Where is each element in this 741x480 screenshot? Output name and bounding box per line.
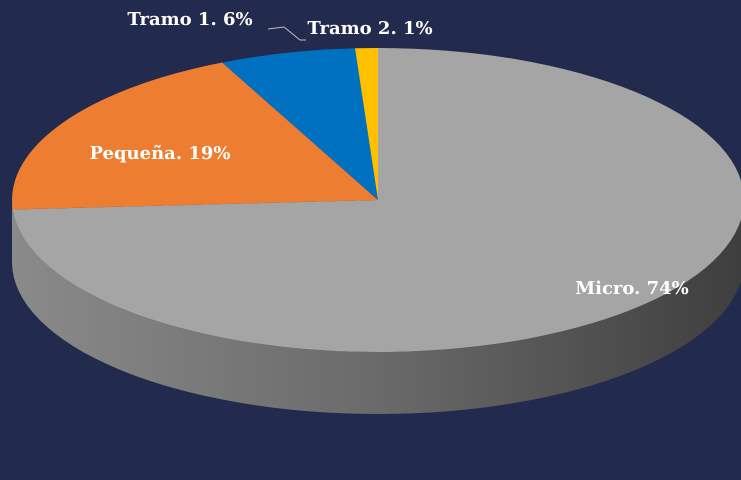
data-label: Tramo 1. 6%	[127, 9, 252, 30]
pie-slice	[11, 62, 378, 210]
data-label: Micro. 74%	[575, 278, 689, 299]
pie-slice	[12, 48, 741, 352]
pie-slice	[355, 48, 378, 200]
pie-slice	[222, 48, 378, 200]
data-label: Tramo 2. 1%	[307, 18, 432, 39]
data-label: Pequeña. 19%	[89, 143, 230, 164]
leader-line	[267, 26, 306, 41]
pie-side	[12, 200, 741, 414]
